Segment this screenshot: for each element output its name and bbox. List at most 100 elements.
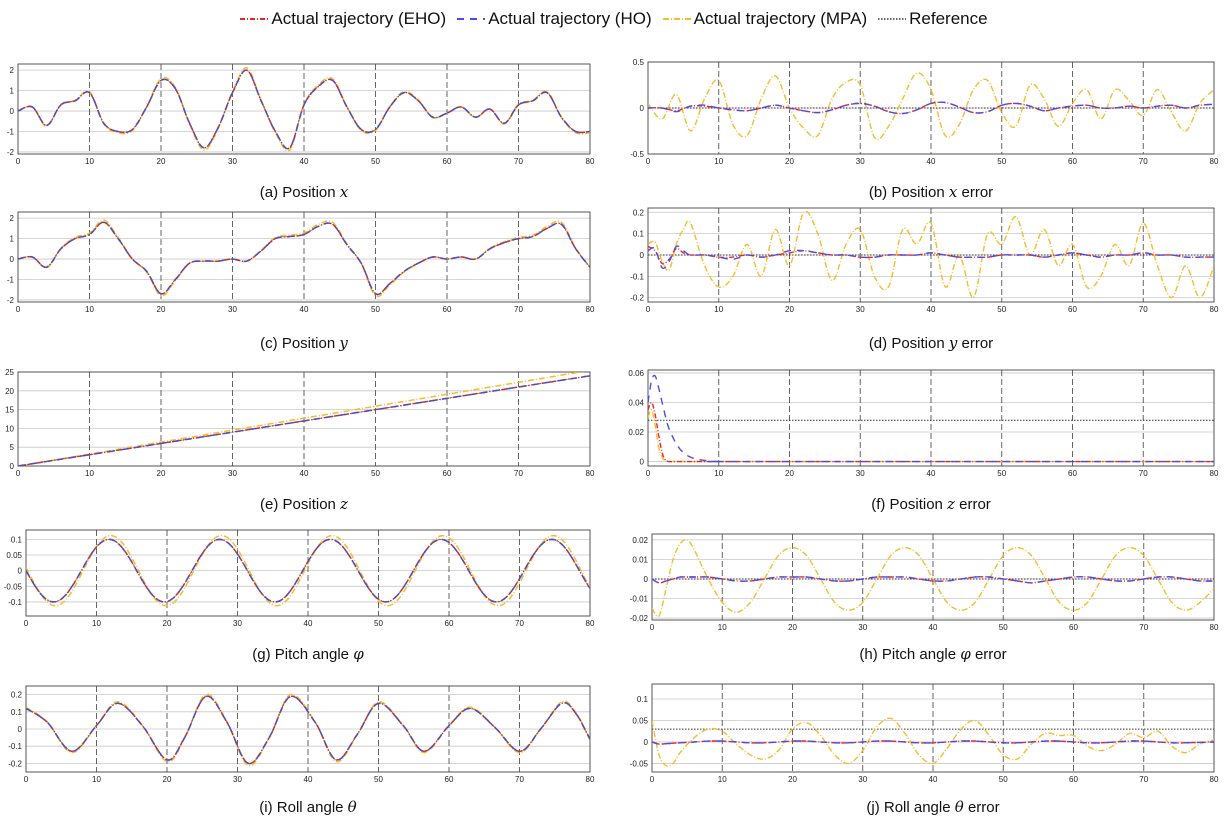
x-tick-label: 10 — [718, 775, 727, 784]
series-group — [26, 534, 590, 607]
caption-prefix: (j) Roll angle — [866, 799, 955, 816]
y-tick-label: 0.2 — [633, 208, 645, 217]
caption-symbol: x — [948, 183, 958, 201]
y-tick-label: -0.1 — [8, 598, 22, 607]
y-tick-label: 0.02 — [632, 536, 648, 545]
x-tick-label: 20 — [157, 469, 166, 478]
x-tick-label: 60 — [1068, 157, 1077, 166]
y-tick-label: 25 — [5, 368, 14, 377]
x-tick-label: 30 — [856, 157, 865, 166]
series-mpa — [26, 534, 590, 607]
x-tick-label: 50 — [371, 157, 380, 166]
plot-svg: 0 10 20 30 40 50 60 70 80 0 0.02 0.04 0.06 — [628, 369, 1219, 478]
x-tick-label: 0 — [24, 619, 29, 628]
x-tick-label: 60 — [445, 619, 454, 628]
x-tick-label: 80 — [1210, 305, 1219, 314]
x-tick-label: 50 — [374, 619, 383, 628]
x-tick-label: 0 — [16, 157, 21, 166]
x-tick-label: 40 — [300, 157, 309, 166]
axes-box — [17, 371, 591, 467]
y-tick-label: -0.01 — [630, 595, 649, 604]
legend-item: Actual trajectory (HO) — [456, 9, 652, 29]
x-tick-label: 20 — [163, 775, 172, 784]
x-tick-label: 40 — [927, 469, 936, 478]
x-tick-label: 40 — [927, 305, 936, 314]
x-tick-label: 0 — [650, 623, 655, 632]
series-mpa — [652, 538, 1214, 618]
x-tick-label: 20 — [785, 305, 794, 314]
x-tick-label: 50 — [997, 157, 1006, 166]
x-tick-label: 50 — [999, 623, 1008, 632]
x-tick-label: 80 — [586, 157, 595, 166]
caption-prefix: (c) Position — [260, 335, 340, 352]
x-tick-label: 0 — [646, 157, 651, 166]
axes-box — [651, 533, 1215, 621]
x-tick-label: 20 — [157, 305, 166, 314]
y-tick-label: 0 — [644, 738, 649, 747]
plot-svg: 0 10 20 30 40 50 60 70 80 -2 -1 0 1 2 — [7, 211, 595, 314]
x-tick-label: 50 — [371, 305, 380, 314]
x-tick-label: 10 — [92, 775, 101, 784]
x-tick-label: 10 — [718, 623, 727, 632]
caption-prefix: (g) Pitch angle — [252, 646, 354, 663]
subplot-caption: (h) Pitch angle φ error — [859, 645, 1006, 663]
x-tick-label: 20 — [785, 157, 794, 166]
axes-box — [647, 369, 1215, 467]
series-mpa — [648, 72, 1214, 141]
y-tick-label: -0.2 — [8, 759, 22, 768]
y-tick-label: 0.1 — [633, 230, 645, 239]
y-tick-label: 0.2 — [11, 691, 23, 700]
legend-item: Actual trajectory (EHO) — [239, 9, 446, 29]
y-tick-label: 0.01 — [632, 555, 648, 564]
x-tick-label: 10 — [92, 619, 101, 628]
x-tick-label: 70 — [1139, 305, 1148, 314]
subplot-a: 0 10 20 30 40 50 60 70 80 -2 -1 0 1 2 — [0, 60, 598, 170]
x-tick-label: 20 — [788, 623, 797, 632]
y-tick-label: 0.05 — [632, 716, 648, 725]
y-tick-label: 20 — [5, 387, 14, 396]
subplot-b: 0 10 20 30 40 50 60 70 80 -0.5 0 0.5 — [626, 58, 1222, 170]
reference-line — [18, 69, 590, 150]
x-tick-label: 10 — [714, 157, 723, 166]
series-mpa — [26, 693, 590, 767]
y-tick-label: -2 — [7, 148, 15, 157]
x-tick-label: 40 — [929, 623, 938, 632]
x-tick-label: 50 — [374, 775, 383, 784]
subplot-c: 0 10 20 30 40 50 60 70 80 -2 -1 0 1 2 — [0, 208, 598, 318]
y-tick-label: 0 — [18, 567, 23, 576]
series-ho — [18, 221, 590, 296]
plot-svg: 0 10 20 30 40 50 60 70 80-0.500.5 — [630, 58, 1219, 166]
subplot-caption: (c) Position y — [260, 334, 348, 352]
y-tick-label: 0.04 — [628, 398, 644, 407]
x-tick-label: 30 — [228, 469, 237, 478]
x-tick-label: 50 — [997, 469, 1006, 478]
x-tick-label: 10 — [85, 305, 94, 314]
series-ho — [652, 576, 1214, 584]
reference-line — [18, 221, 590, 295]
y-tick-label: -1 — [7, 276, 15, 285]
y-tick-label: 0 — [10, 462, 15, 471]
x-tick-label: 20 — [163, 619, 172, 628]
x-tick-label: 30 — [858, 623, 867, 632]
y-tick-label: 0 — [640, 104, 645, 113]
x-tick-label: 60 — [1068, 469, 1077, 478]
y-tick-label: 0.1 — [11, 535, 23, 544]
x-tick-label: 70 — [515, 775, 524, 784]
x-tick-label: 40 — [300, 469, 309, 478]
x-tick-label: 60 — [1069, 623, 1078, 632]
x-tick-label: 40 — [300, 305, 309, 314]
y-tick-label: 0.1 — [637, 695, 649, 704]
series-group — [18, 66, 590, 152]
series-group — [18, 372, 590, 466]
legend: Actual trajectory (EHO) Actual trajectory… — [0, 4, 1227, 34]
y-tick-label: 0 — [10, 107, 15, 116]
legend-swatch — [878, 18, 907, 20]
x-tick-label: 50 — [997, 305, 1006, 314]
legend-item: Reference — [877, 9, 988, 29]
x-tick-label: 50 — [371, 469, 380, 478]
y-tick-label: 15 — [5, 406, 14, 415]
x-tick-label: 10 — [714, 305, 723, 314]
caption-suffix: error — [957, 335, 994, 352]
y-tick-label: 10 — [5, 424, 14, 433]
